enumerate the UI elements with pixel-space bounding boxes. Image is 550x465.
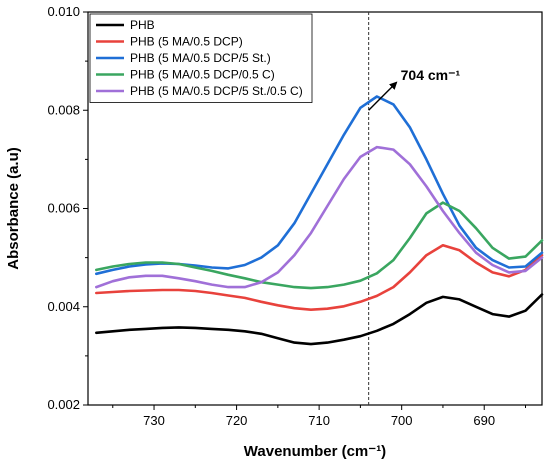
y-tick-label: 0.008 <box>47 102 80 117</box>
plot-area: 730 720 710 700 690 0.002 0.004 0.006 0.008 0.010 <box>47 4 543 428</box>
legend-label-3: PHB (5 MA/0.5 DCP/5 St.) <box>130 51 271 65</box>
y-tick-label: 0.004 <box>47 299 80 314</box>
legend-box <box>89 13 313 103</box>
y-tick-label: 0.010 <box>47 4 80 19</box>
series-line-4 <box>95 201 544 290</box>
series-line-2 <box>95 244 544 312</box>
series-line-5 <box>95 145 544 289</box>
peak-annotation-arrow <box>368 81 398 111</box>
x-tick-label: 690 <box>473 413 495 428</box>
series-line-3 <box>95 95 544 276</box>
series-line-1 <box>95 293 544 346</box>
x-tick-label: 700 <box>391 413 413 428</box>
legend: PHB PHB (5 MA/0.5 DCP) PHB (5 MA/0.5 DCP/5… <box>89 13 313 103</box>
peak-annotation-label: 704 cm⁻¹ <box>401 67 461 83</box>
y-axis-title: Absorbance (a.u) <box>5 147 22 270</box>
x-tick-label: 720 <box>226 413 248 428</box>
x-tick-label: 710 <box>308 413 330 428</box>
y-tick-label: 0.006 <box>47 201 80 216</box>
legend-label-4: PHB (5 MA/0.5 DCP/0.5 C) <box>130 68 275 82</box>
legend-label-1: PHB <box>130 18 155 32</box>
y-tick-label: 0.002 <box>47 397 80 412</box>
x-tick-label: 730 <box>143 413 165 428</box>
legend-label-5: PHB (5 MA/0.5 DCP/5 St./0.5 C) <box>130 84 303 98</box>
legend-label-2: PHB (5 MA/0.5 DCP) <box>130 35 243 49</box>
series-layer <box>95 95 544 346</box>
annotation-layer: 704 cm⁻¹ <box>368 67 461 111</box>
x-axis-title: Wavenumber (cm⁻¹) <box>244 443 386 460</box>
